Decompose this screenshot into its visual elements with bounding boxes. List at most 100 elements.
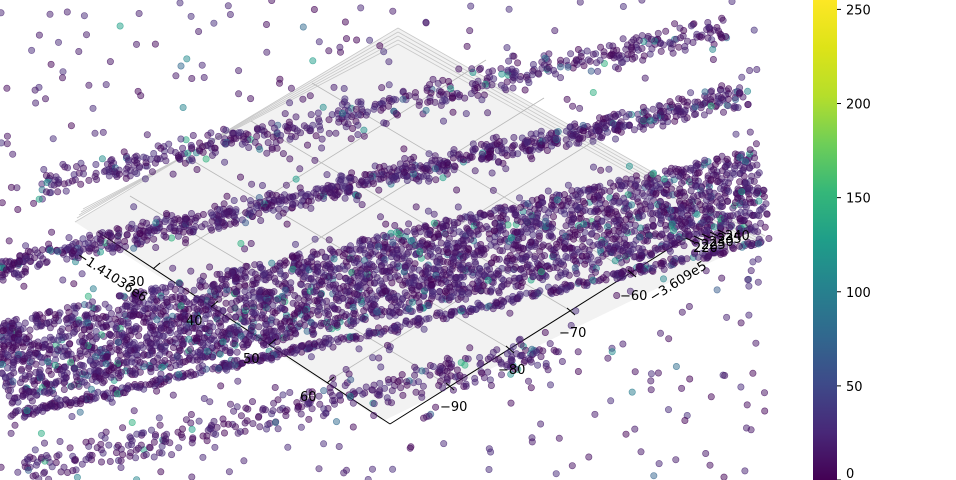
scatter-point: [529, 60, 537, 68]
scatter-point: [378, 84, 386, 92]
scatter-point: [257, 217, 265, 225]
scatter-point: [263, 290, 271, 298]
scatter-point: [202, 306, 210, 314]
scatter-point: [411, 260, 419, 268]
scatter-point: [413, 164, 421, 172]
scatter-point: [260, 270, 268, 278]
scatter-point: [91, 344, 99, 352]
scatter-point: [340, 312, 348, 320]
scatter-point: [352, 332, 360, 340]
scatter-point: [591, 223, 599, 231]
scatter-point: [649, 264, 657, 272]
scatter-point: [620, 207, 628, 215]
scatter-point: [503, 78, 511, 86]
scatter-point: [213, 270, 221, 278]
scatter-point: [288, 200, 296, 208]
scatter-point: [286, 318, 294, 326]
scatter-point: [657, 198, 665, 206]
scatter-point: [298, 281, 306, 289]
scatter-point: [246, 197, 254, 205]
scatter-point: [81, 347, 89, 355]
scatter-point: [525, 208, 533, 216]
scatter-point: [357, 178, 365, 186]
scatter-point: [78, 361, 86, 369]
scatter-point: [77, 180, 85, 188]
scatter-point: [233, 356, 241, 364]
scatter-point: [268, 259, 276, 267]
scatter-point: [263, 149, 271, 157]
scatter-point: [610, 270, 618, 278]
scatter-point: [141, 175, 149, 183]
scatter-point: [196, 277, 204, 285]
scatter-point: [160, 227, 168, 235]
scatter-point: [4, 351, 12, 359]
scatter-point: [544, 209, 552, 217]
scatter-point: [281, 348, 289, 356]
scatter-point: [760, 186, 768, 194]
scatter-point: [262, 276, 270, 284]
scatter-point: [373, 307, 381, 315]
scatter-point: [262, 203, 270, 211]
scatter-point: [129, 340, 137, 348]
scatter-point: [153, 297, 161, 305]
scatter-point: [723, 155, 731, 163]
scatter-point: [123, 336, 131, 344]
scatter-point: [0, 333, 4, 341]
scatter-point: [734, 104, 742, 112]
scatter-point: [468, 80, 476, 88]
scatter-point: [330, 305, 338, 313]
scatter-point: [562, 253, 570, 261]
scatter-point: [240, 195, 248, 203]
scatter-point: [307, 254, 315, 262]
scatter-point: [678, 255, 686, 263]
scatter-point: [101, 344, 109, 352]
scatter-point: [425, 301, 433, 309]
scatter-point: [294, 267, 302, 275]
scatter-point: [341, 194, 349, 202]
scatter-point: [639, 116, 647, 124]
scatter-point: [458, 304, 466, 312]
scatter-point: [2, 266, 10, 274]
scatter-point: [486, 153, 494, 161]
scatter-point: [562, 57, 570, 65]
scatter-point: [289, 124, 297, 132]
scatter-point: [104, 231, 112, 239]
scatter-point: [374, 243, 382, 251]
scatter-point: [185, 328, 193, 336]
scatter-point: [531, 255, 539, 263]
scatter-point: [643, 180, 651, 188]
scatter-point: [701, 99, 709, 107]
scatter-point: [697, 190, 705, 198]
scatter-point: [436, 309, 444, 317]
scatter-point: [425, 150, 433, 158]
scatter-point: [360, 126, 368, 134]
scatter-point: [443, 258, 451, 266]
scatter-point: [62, 374, 70, 382]
scatter-point: [469, 146, 477, 154]
scatter-point: [197, 283, 205, 291]
scatter-point: [604, 228, 612, 236]
scatter-point: [439, 174, 447, 182]
scatter-point: [0, 353, 5, 361]
scatter-point: [146, 344, 154, 352]
scatter-point: [176, 358, 184, 366]
scatter-point: [609, 235, 617, 243]
scatter-point: [676, 185, 684, 193]
scatter-point: [325, 310, 333, 318]
scatter-point: [173, 351, 181, 359]
scatter-point: [513, 228, 521, 236]
scatter-point: [37, 353, 45, 361]
scatter-point: [403, 228, 411, 236]
scatter-point: [5, 341, 13, 349]
scatter-point: [523, 138, 531, 146]
scatter-point: [715, 95, 723, 103]
scatter-point: [637, 248, 645, 256]
scatter-point: [323, 171, 331, 179]
scatter-point: [242, 336, 250, 344]
scatter-point: [114, 232, 122, 240]
scatter-point: [102, 360, 110, 368]
scatter-point: [44, 358, 52, 366]
scatter-point: [570, 235, 578, 243]
scatter-point: [450, 221, 458, 229]
scatter-point: [498, 282, 506, 290]
